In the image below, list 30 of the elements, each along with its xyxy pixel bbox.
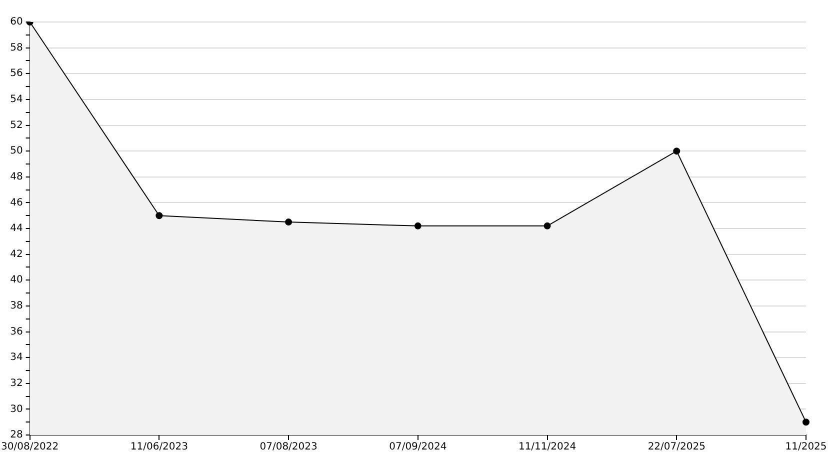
point bbox=[802, 418, 810, 426]
y-tick-label: 50 bbox=[10, 146, 23, 157]
point bbox=[156, 212, 163, 220]
y-tick-label: 54 bbox=[10, 94, 23, 106]
x-tick-label: 11/2025 bbox=[785, 442, 827, 453]
y-tick-label: 32 bbox=[10, 378, 23, 389]
y-tick-label: 36 bbox=[10, 326, 23, 338]
x-tick-label: 30/08/2022 bbox=[1, 442, 59, 453]
point bbox=[414, 222, 422, 230]
y-tick-label: 38 bbox=[10, 300, 23, 312]
point bbox=[673, 148, 680, 155]
point bbox=[544, 222, 551, 230]
x-tick-label: 11/06/2023 bbox=[130, 442, 188, 453]
x-tick-label: 22/07/2025 bbox=[648, 442, 706, 453]
y-tick-label: 56 bbox=[10, 68, 23, 80]
y-tick-label: 44 bbox=[10, 223, 23, 234]
y-tick-label: 46 bbox=[10, 197, 23, 208]
x-tick-label: 07/09/2024 bbox=[389, 442, 447, 453]
y-tick-label: 48 bbox=[10, 171, 23, 182]
y-tick-label: 40 bbox=[10, 274, 23, 286]
y-tick-label: 58 bbox=[10, 42, 23, 54]
point bbox=[285, 218, 292, 226]
y-tick-label: 34 bbox=[10, 352, 23, 364]
x-tick-label: 07/08/2023 bbox=[260, 442, 318, 453]
y-tick-label: 60 bbox=[10, 16, 23, 28]
y-tick-label: 52 bbox=[10, 120, 23, 131]
y-tick-label: 42 bbox=[10, 248, 23, 260]
x-tick-label: 11/11/2024 bbox=[518, 442, 576, 453]
y-tick-label: 28 bbox=[10, 430, 23, 441]
y-tick-label: 30 bbox=[10, 404, 23, 415]
